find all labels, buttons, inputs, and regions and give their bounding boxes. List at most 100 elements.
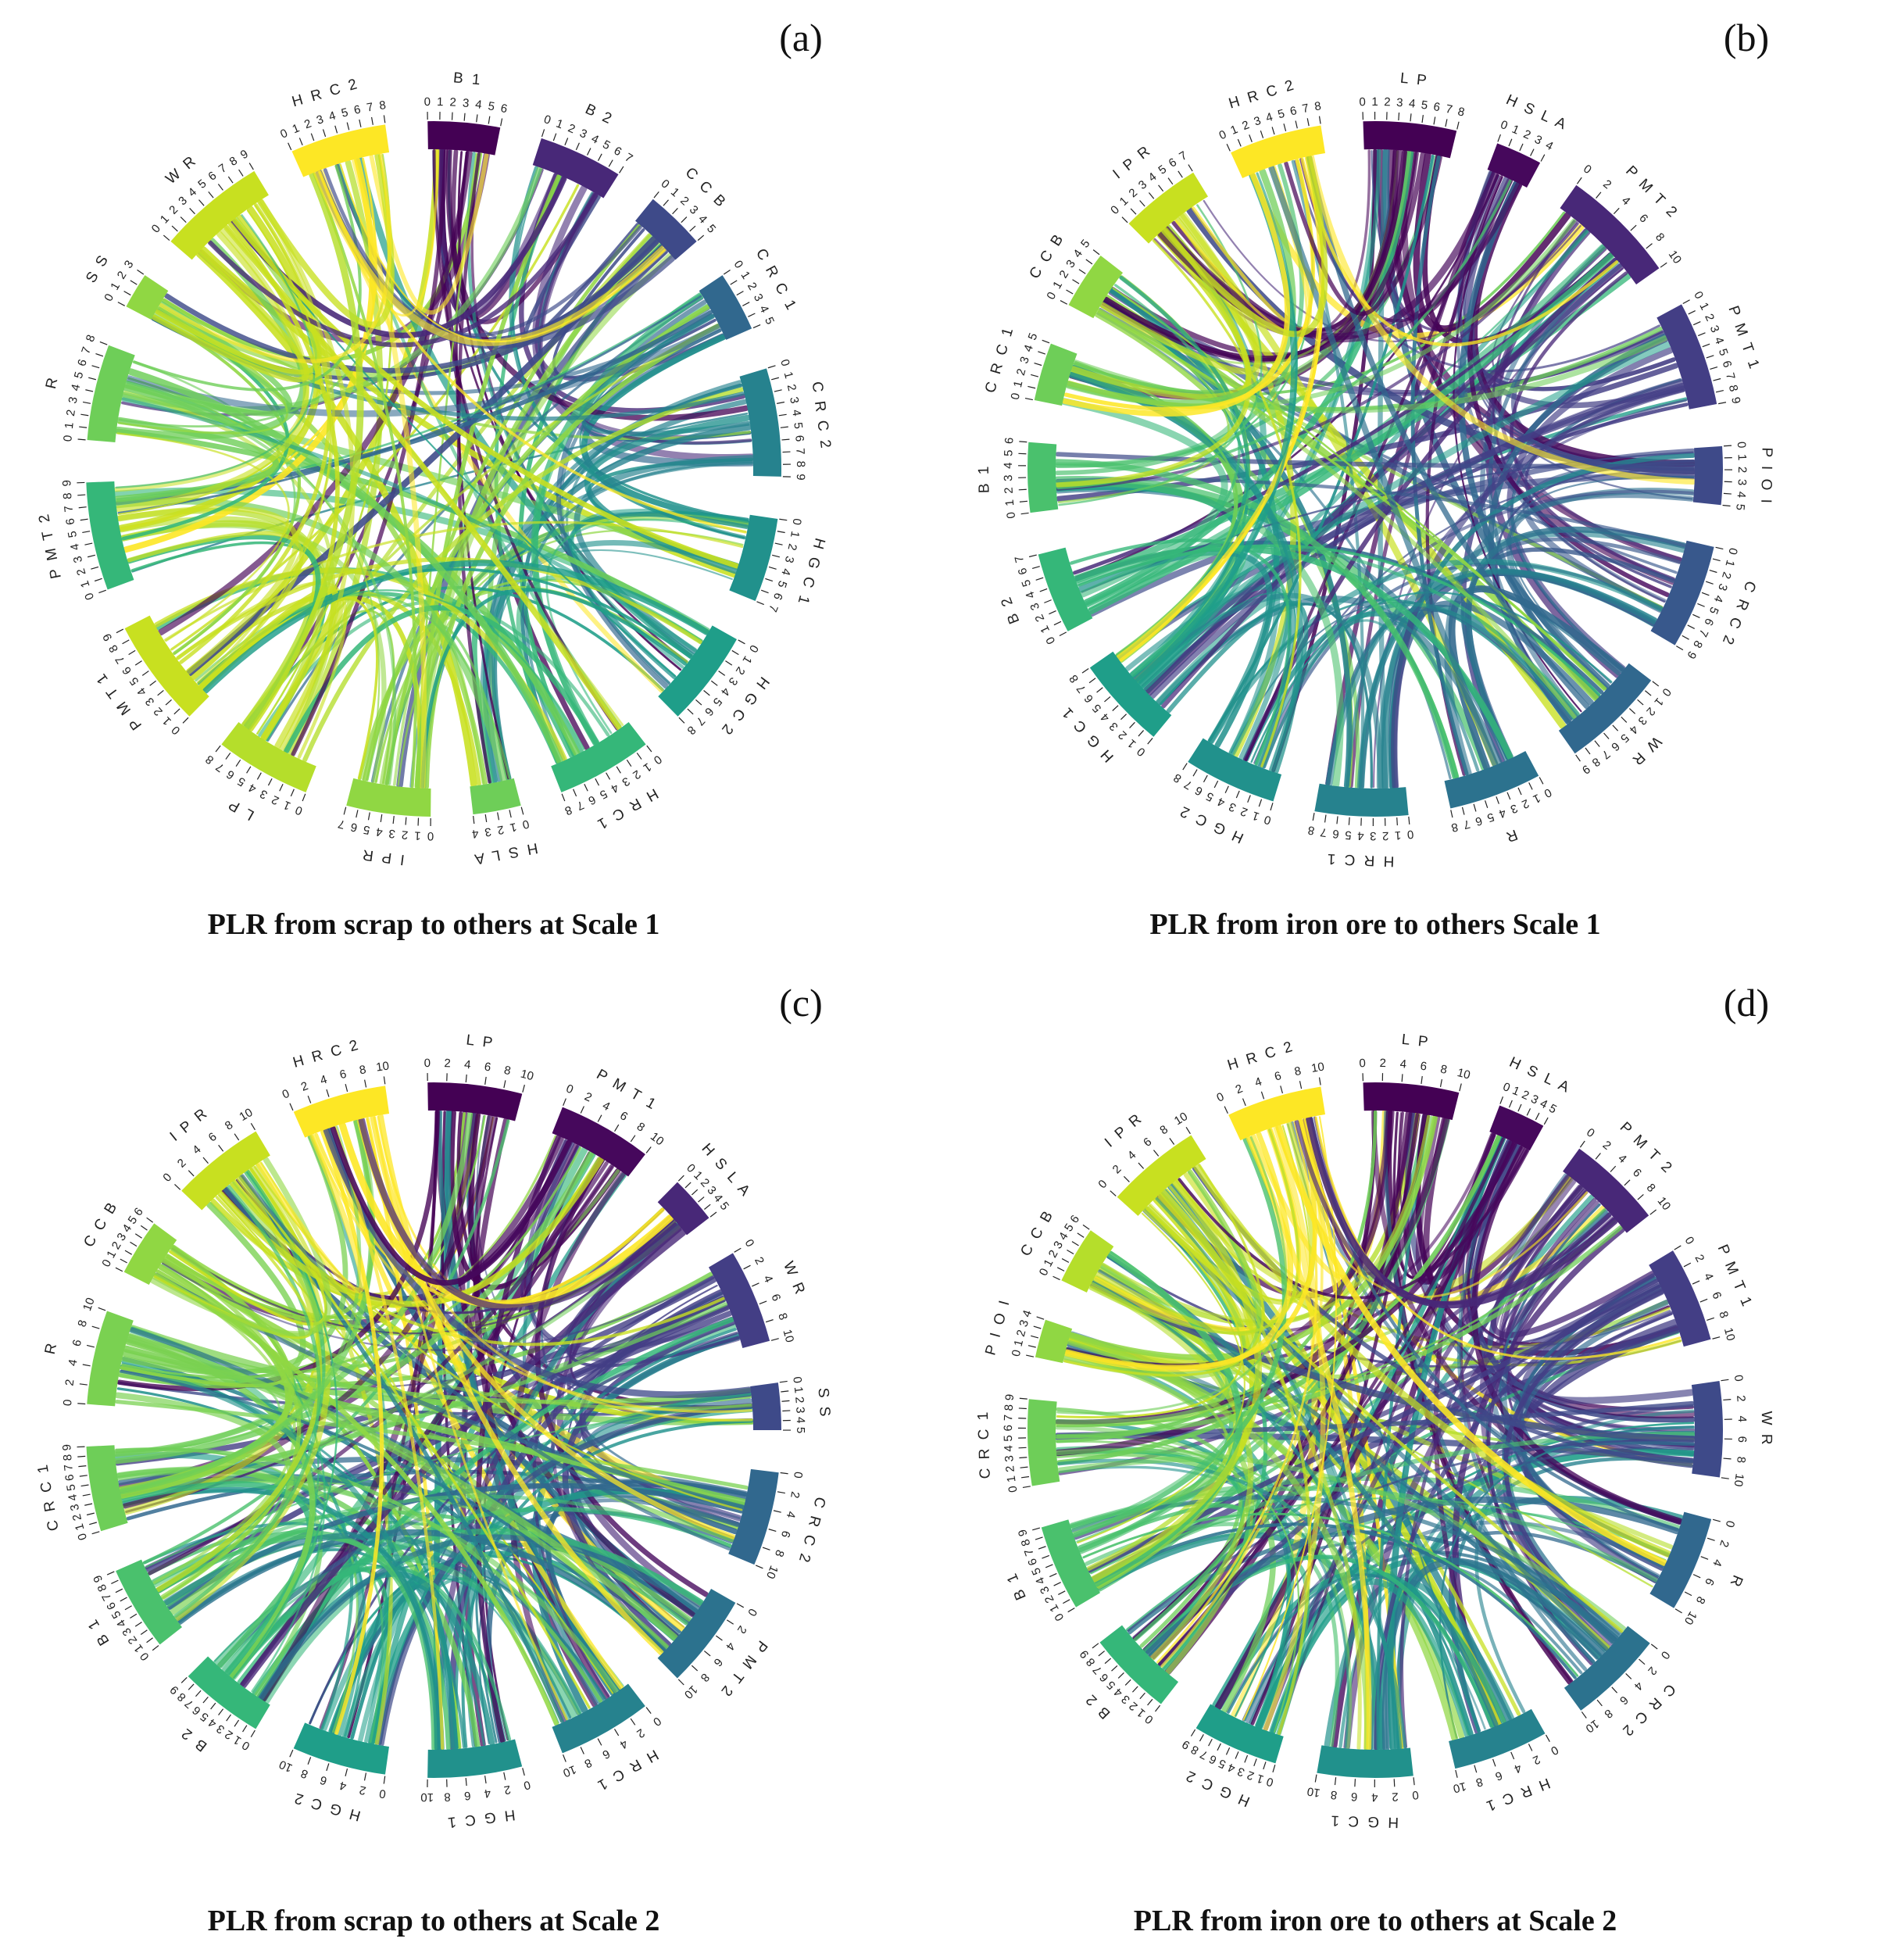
- axis-tick: [140, 1629, 148, 1636]
- axis-tick: [180, 216, 187, 224]
- axis-tick: [99, 341, 108, 345]
- axis-tick: [82, 401, 91, 404]
- panel-label: (b): [1724, 16, 1769, 59]
- chord-link: [223, 224, 622, 731]
- axis-tick: [1026, 1354, 1035, 1357]
- segment-arc: [87, 345, 135, 443]
- tick-label: 4: [1002, 462, 1015, 468]
- axis-tick: [503, 1080, 506, 1089]
- axis-tick: [1244, 1754, 1249, 1763]
- axis-tick: [630, 1718, 636, 1726]
- axis-tick: [116, 628, 124, 634]
- tick-label: 10: [519, 1068, 534, 1084]
- axis-tick: [195, 1690, 202, 1697]
- axis-tick: [1721, 1477, 1729, 1479]
- chord-link: [171, 1221, 676, 1335]
- axis-tick: [1059, 631, 1067, 637]
- axis-tick: [509, 810, 512, 818]
- chord-link: [126, 1334, 678, 1641]
- segment-label: C R C 1: [975, 1409, 994, 1479]
- axis-tick: [1188, 164, 1193, 172]
- tick-label: 10: [1456, 1066, 1471, 1082]
- chord-link: [1077, 1212, 1245, 1544]
- axis-tick: [1535, 1112, 1540, 1121]
- chord-link: [1055, 227, 1252, 488]
- axis-tick: [1185, 1126, 1191, 1135]
- segment-lp: 0 2 4 6 8 10 L P: [424, 1032, 535, 1121]
- axis-tick: [137, 269, 145, 275]
- axis-tick: [1594, 740, 1600, 747]
- axis-tick: [1299, 1081, 1303, 1089]
- segment-arc: [221, 721, 316, 792]
- axis-tick: [1253, 1758, 1257, 1767]
- axis-tick: [1724, 445, 1732, 447]
- tick-label: 0: [1359, 1057, 1366, 1070]
- segment-label: P I O I: [1757, 447, 1774, 506]
- axis-tick: [208, 191, 214, 199]
- axis-tick: [1158, 184, 1164, 192]
- axis-tick: [1039, 588, 1048, 592]
- panel-caption: PLR from iron ore to others at Scale 2: [1134, 1905, 1617, 1937]
- segment-arc: [1444, 750, 1539, 809]
- tick-label: 1: [788, 530, 802, 538]
- axis-tick: [1645, 690, 1652, 696]
- tick-label: 1: [1735, 454, 1749, 461]
- tick-label: 4: [66, 1493, 80, 1502]
- tick-label: 8: [61, 1454, 75, 1461]
- axis-tick: [1692, 320, 1701, 326]
- chord-link: [202, 209, 332, 689]
- axis-tick: [98, 589, 106, 594]
- tick-label: 8: [1313, 99, 1322, 113]
- axis-tick: [1517, 1103, 1522, 1112]
- axis-tick: [198, 199, 205, 206]
- axis-tick: [1020, 1475, 1030, 1479]
- tick-label: 4: [474, 98, 482, 112]
- axis-tick: [1031, 1335, 1039, 1339]
- axis-tick: [367, 812, 370, 821]
- tick-label: 6: [70, 1338, 84, 1347]
- segment-arc: [1314, 783, 1409, 817]
- tick-label: 5: [794, 1427, 807, 1433]
- tick-label: 0: [378, 1787, 387, 1801]
- tick-label: 0: [1010, 1349, 1024, 1358]
- segment-arc: [1558, 663, 1652, 754]
- tick-label: 8: [503, 1064, 513, 1078]
- axis-tick: [1104, 1658, 1112, 1665]
- axis-tick: [1235, 1751, 1239, 1759]
- axis-tick: [1497, 134, 1501, 142]
- chord-link: [350, 1584, 459, 1750]
- axis-tick: [256, 772, 262, 780]
- tick-label: 10: [780, 1328, 796, 1343]
- tick-label: 10: [1655, 1194, 1674, 1213]
- axis-tick: [1687, 624, 1695, 629]
- axis-tick: [1676, 646, 1684, 651]
- axis-tick: [619, 166, 624, 173]
- chord-link: [1058, 1465, 1349, 1748]
- tick-label: 6: [1332, 827, 1340, 841]
- axis-tick: [1092, 1643, 1099, 1649]
- axis-tick: [1334, 1777, 1337, 1786]
- axis-tick: [1019, 1457, 1027, 1459]
- segment-arc: [1656, 304, 1717, 410]
- tick-label: 5: [1345, 828, 1353, 842]
- chord-link: [113, 417, 279, 503]
- chord-link: [153, 1272, 559, 1726]
- axis-tick: [1085, 259, 1093, 265]
- chord-link: [330, 1125, 572, 1286]
- axis-tick: [1053, 621, 1062, 626]
- tick-label: 9: [60, 480, 73, 487]
- chord-link: [1055, 1225, 1623, 1440]
- axis-tick: [1318, 116, 1321, 124]
- axis-tick: [267, 778, 273, 786]
- segment-arc: [1117, 1135, 1206, 1216]
- axis-tick: [608, 159, 613, 167]
- axis-tick: [1226, 144, 1231, 152]
- chord-link: [1306, 1115, 1618, 1309]
- chord-link: [1056, 1136, 1288, 1415]
- segment-arc: [657, 1182, 709, 1236]
- axis-tick: [343, 807, 347, 815]
- axis-tick: [1684, 1591, 1692, 1597]
- axis-tick: [234, 1133, 240, 1141]
- chord-link: [247, 610, 395, 785]
- axis-tick: [1242, 1098, 1246, 1107]
